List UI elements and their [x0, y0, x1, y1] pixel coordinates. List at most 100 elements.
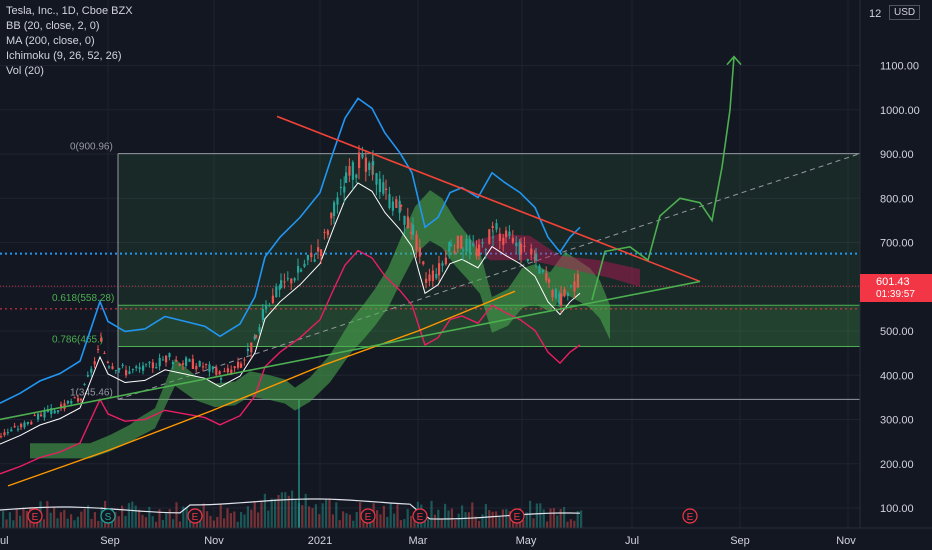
candle-body: [3, 432, 6, 436]
volume-bar: [403, 519, 406, 528]
event-marker-circle: [509, 508, 525, 524]
candle-body: [511, 237, 514, 243]
volume-bar: [216, 516, 219, 528]
chart-legend: Tesla, Inc., 1D, Cboe BZX BB (20, close,…: [6, 4, 133, 79]
x-tick-label: May: [516, 535, 537, 547]
volume-bar: [250, 509, 253, 528]
candle-body: [551, 290, 554, 298]
volume-bar: [46, 500, 49, 528]
candle-body: [191, 358, 194, 369]
candle-body: [118, 367, 121, 370]
candle-body: [422, 261, 425, 265]
projection-arrow-head: [726, 55, 742, 66]
volume-bar: [552, 508, 555, 528]
event-marker-circle: [27, 508, 43, 524]
fib-label: 1(345.46): [70, 387, 113, 398]
candle-body: [382, 182, 385, 194]
volume-bar: [501, 509, 504, 528]
candle-body: [378, 178, 381, 193]
candle-body: [168, 353, 171, 358]
candle-body: [491, 225, 494, 228]
candle-body: [520, 243, 523, 255]
candle-body: [438, 263, 441, 276]
candle-body: [518, 241, 521, 255]
legend-ichimoku[interactable]: Ichimoku (9, 26, 52, 26): [6, 50, 122, 62]
volume-bar: [175, 502, 178, 528]
candle-body: [431, 270, 434, 281]
candle-body: [86, 374, 89, 377]
candle-body: [484, 249, 487, 251]
currency-button[interactable]: USD: [889, 5, 921, 20]
candle-body: [268, 305, 271, 307]
volume-bar: [532, 518, 535, 528]
candle-body: [30, 421, 33, 425]
candle-body: [208, 364, 211, 372]
fib-label: 0.618(558.28): [52, 293, 114, 304]
candle-body: [364, 157, 367, 172]
candle-body: [195, 365, 198, 370]
volume-bar: [576, 511, 579, 528]
volume-bar: [314, 504, 317, 528]
candle-body: [326, 230, 329, 235]
earnings-marker[interactable]: E: [27, 508, 43, 524]
earnings-marker[interactable]: E: [509, 508, 525, 524]
candle-body: [425, 278, 428, 283]
candle-body: [226, 368, 229, 373]
candle-body: [128, 371, 131, 374]
candle-body: [375, 173, 378, 185]
volume-bar: [233, 511, 236, 528]
candle-body: [13, 426, 16, 428]
volume-bar: [345, 513, 348, 528]
y-tick-label: 500.00: [880, 326, 914, 338]
legend-ma[interactable]: MA (200, close, 0): [6, 35, 95, 47]
candle-body: [243, 359, 246, 361]
candle-body: [205, 363, 208, 365]
split-marker[interactable]: S: [100, 508, 116, 524]
candle-body: [142, 365, 145, 371]
candle-body: [351, 162, 354, 180]
legend-vol[interactable]: Vol (20): [6, 65, 44, 77]
candle-body: [145, 363, 148, 365]
volume-bar: [73, 520, 76, 528]
volume-bar: [280, 492, 283, 528]
earnings-marker[interactable]: E: [187, 508, 203, 524]
volume-bar: [219, 504, 222, 528]
candle-body: [40, 414, 43, 417]
candle-body: [215, 367, 218, 375]
candle-body: [93, 361, 96, 365]
candle-body: [563, 289, 566, 297]
volume-bar: [202, 503, 205, 528]
candle-body: [410, 231, 413, 234]
volume-bar: [42, 519, 45, 528]
candle-body: [323, 231, 326, 233]
candle-body: [135, 366, 138, 369]
earnings-marker[interactable]: E: [412, 508, 428, 524]
candle-body: [158, 357, 161, 367]
volume-bar: [5, 519, 8, 528]
earnings-marker[interactable]: E: [360, 508, 376, 524]
candle-body: [155, 366, 158, 369]
event-marker-circle: [412, 508, 428, 524]
volume-bar: [59, 512, 62, 528]
legend-bb[interactable]: BB (20, close, 2, 0): [6, 20, 100, 32]
volume-bar: [382, 505, 385, 528]
volume-bar: [471, 502, 474, 528]
volume-bar: [257, 512, 260, 528]
volume-bar: [182, 506, 185, 528]
candle-body: [320, 249, 323, 257]
event-marker-label: E: [514, 512, 521, 523]
volume-bar: [352, 520, 355, 528]
y-tick-label: 900.00: [880, 149, 914, 161]
candle-body: [385, 188, 388, 191]
volume-bar: [410, 515, 413, 528]
volume-bar: [66, 518, 69, 528]
triangle-bottom-line: [0, 280, 701, 421]
candle-body: [403, 215, 406, 225]
candle-body: [151, 362, 154, 369]
x-tick-partial: ul: [0, 535, 9, 547]
x-tick-label: Sep: [730, 535, 750, 547]
candle-body: [53, 410, 56, 414]
earnings-marker[interactable]: E: [682, 508, 698, 524]
volume-bar: [457, 513, 460, 528]
